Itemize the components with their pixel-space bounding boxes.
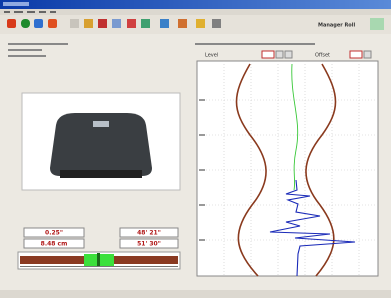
menu-item[interactable] [39, 11, 46, 13]
readout: 48' 21" [137, 230, 161, 237]
tool-button[interactable] [178, 19, 187, 28]
menu-bar [0, 9, 391, 15]
tool-button[interactable] [84, 19, 93, 28]
tool-button[interactable] [112, 19, 121, 28]
tool-button[interactable] [48, 19, 57, 28]
header-button[interactable] [364, 51, 371, 58]
tool-button[interactable] [212, 19, 221, 28]
profile-header: Offset [315, 53, 330, 59]
title-text [3, 2, 29, 6]
tool-button[interactable] [21, 19, 30, 28]
tool-button[interactable] [196, 19, 205, 28]
tool-button[interactable] [160, 19, 169, 28]
tool-button[interactable] [7, 19, 16, 28]
tool-button[interactable] [127, 19, 136, 28]
tool-button[interactable] [98, 19, 107, 28]
app-window: Manager Roll 0.25" 48' 21" 8.48 cm 51' 3… [0, 0, 391, 298]
profile-info [195, 43, 315, 45]
menu-item[interactable] [4, 11, 10, 13]
scale-image [50, 113, 152, 178]
profile-header: Level [205, 53, 218, 59]
status-bar [0, 290, 391, 298]
header-box[interactable] [262, 51, 274, 58]
menu-item[interactable] [14, 11, 23, 13]
header-button[interactable] [285, 51, 292, 58]
readout: 8.48 cm [41, 241, 68, 248]
header-button[interactable] [276, 51, 283, 58]
info-lines [8, 43, 68, 57]
title-bar [0, 0, 391, 9]
tool-button[interactable] [141, 19, 150, 28]
header-box[interactable] [350, 51, 362, 58]
tool-button[interactable] [34, 19, 43, 28]
readout: 0.25" [45, 230, 63, 237]
level-slider[interactable] [18, 252, 180, 269]
tool-button[interactable] [70, 19, 79, 28]
menu-item[interactable] [27, 11, 35, 13]
tool-button[interactable] [370, 18, 384, 30]
readout: 51' 30" [137, 241, 161, 248]
user-label: Manager Roll [318, 23, 355, 29]
profile-plot [197, 61, 378, 276]
menu-item[interactable] [50, 11, 56, 13]
page: {"toolbar": {"user_label": "Manager Roll… [0, 0, 391, 298]
